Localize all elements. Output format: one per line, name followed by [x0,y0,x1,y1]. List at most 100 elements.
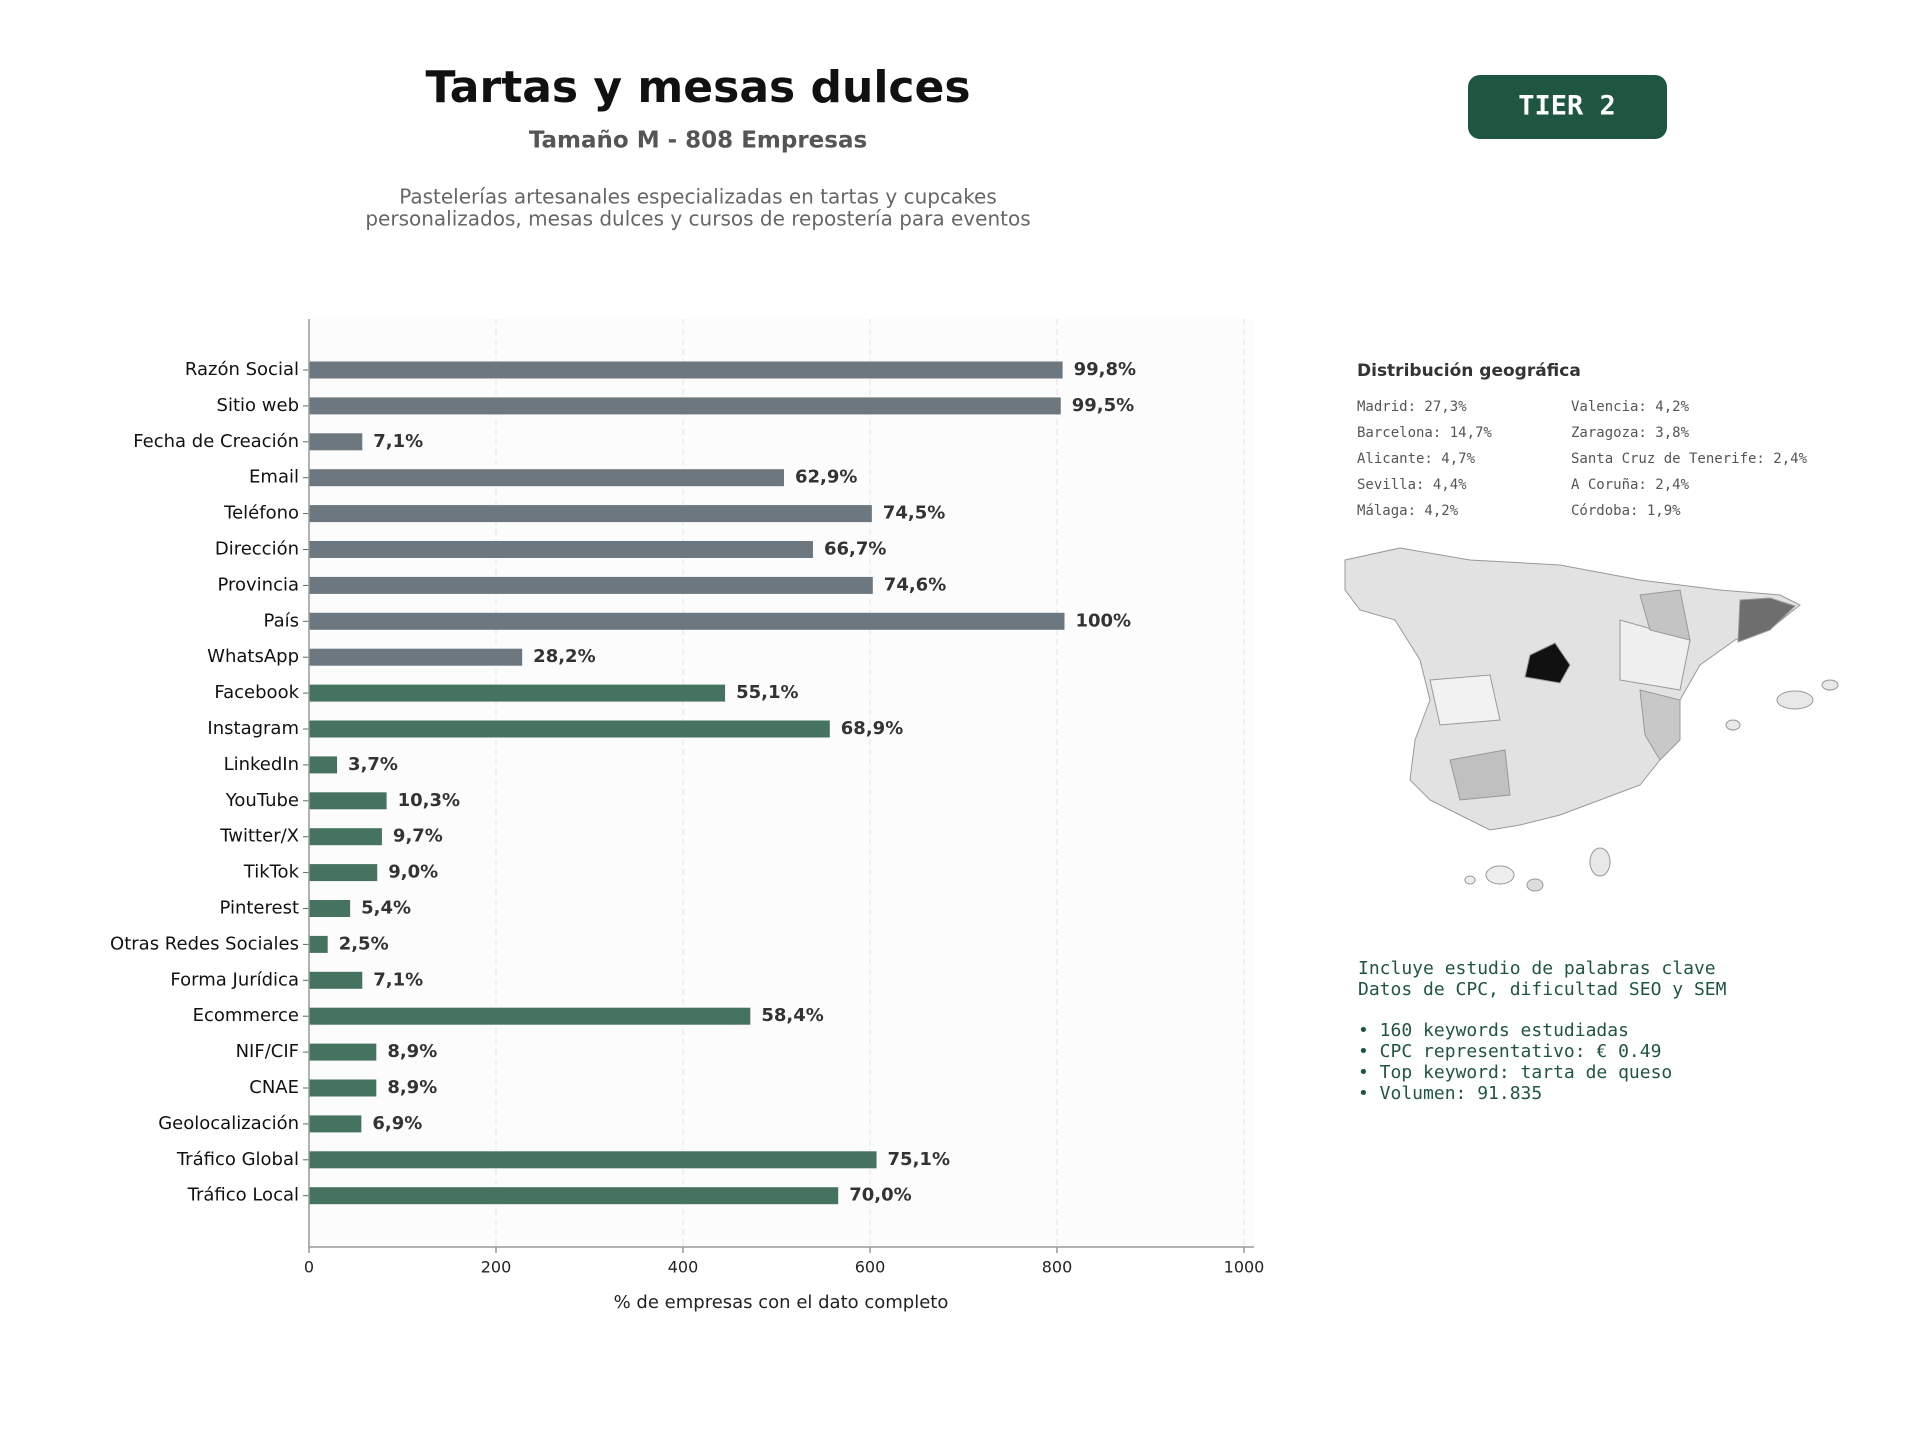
bar [309,469,784,487]
map-balearic [1821,679,1839,691]
bar [309,828,382,846]
category-label: NIF/CIF [236,1041,299,1062]
value-label: 5,4% [361,898,411,919]
map-region [1639,589,1691,641]
value-label: 75,1% [888,1149,950,1170]
value-label: 66,7% [824,539,886,560]
map-balearic [1776,690,1814,710]
category-label: Fecha de Creación [133,431,299,452]
map-canary [1526,878,1544,892]
category-label: Razón Social [185,359,299,380]
geo-title: Distribución geográfica [1357,361,1581,381]
keyword-intro: Incluye estudio de palabras clave [1358,958,1716,979]
map-madrid [1524,642,1571,684]
tier-badge [1468,75,1667,139]
x-tick-label: 0 [304,1258,314,1277]
category-label: Email [249,467,299,488]
bar [309,1187,839,1205]
title: Tartas y mesas dulces [425,62,970,113]
bar [309,648,523,666]
map-barcelona [1737,597,1796,643]
map-region [1639,689,1681,761]
map-region [1429,674,1501,726]
geo-item: Sevilla: 4,4% [1357,477,1467,493]
category-label: Twitter/X [219,826,299,847]
category-label: Instagram [207,718,299,739]
bar [309,684,726,702]
value-label: 9,0% [388,862,438,883]
bar [309,792,387,810]
map-region [1449,749,1511,801]
geo-item: Alicante: 4,7% [1357,451,1476,467]
category-label: Facebook [214,682,299,703]
bar [309,935,328,953]
category-label: Teléfono [223,503,299,524]
category-label: Tráfico Local [187,1185,299,1206]
bar [309,900,351,917]
value-label: 10,3% [398,790,460,811]
category-label: Dirección [215,539,299,560]
value-label: 28,2% [533,646,595,667]
bar [309,720,830,738]
category-label: Provincia [217,574,299,595]
bar [309,1007,751,1025]
x-tick-label: 800 [1042,1258,1073,1277]
value-label: 99,8% [1074,359,1136,380]
map-canary [1464,875,1476,885]
tier-label: TIER 2 [1518,91,1616,122]
category-label: CNAE [249,1077,299,1098]
description: Pastelerías artesanales especializadas e… [399,185,997,209]
bar [309,971,363,989]
keyword-intro: Datos de CPC, dificultad SEO y SEM [1358,979,1727,1000]
value-label: 99,5% [1072,395,1134,416]
keyword-bullet: • Top keyword: tarta de queso [1358,1062,1672,1083]
bar [309,864,378,882]
category-label: Otras Redes Sociales [110,933,299,954]
bar [309,576,873,594]
category-label: YouTube [225,790,299,811]
value-label: 8,9% [387,1041,437,1062]
value-label: 62,9% [795,467,857,488]
geo-item: Santa Cruz de Tenerife: 2,4% [1571,451,1808,467]
value-label: 74,5% [883,503,945,524]
value-label: 55,1% [736,682,798,703]
map-canary [1589,847,1611,877]
category-label: LinkedIn [224,754,299,775]
keyword-bullet: • CPC representativo: € 0.49 [1358,1041,1661,1062]
map-canary [1485,865,1515,885]
value-label: 2,5% [339,933,389,954]
category-label: Ecommerce [193,1005,299,1026]
value-label: 6,9% [372,1113,422,1134]
value-label: 74,6% [884,574,946,595]
bar [309,505,872,523]
value-label: 3,7% [348,754,398,775]
bar [309,1151,877,1169]
bar [309,1115,362,1133]
category-label: TikTok [243,862,300,883]
value-label: 8,9% [387,1077,437,1098]
category-label: Tráfico Global [176,1149,299,1170]
value-label: 7,1% [373,431,423,452]
bar [309,1079,377,1097]
x-axis-label: % de empresas con el dato completo [614,1292,949,1313]
bar [309,433,363,451]
geo-item: A Coruña: 2,4% [1571,477,1690,493]
x-tick-label: 200 [481,1258,512,1277]
plot-area [309,319,1254,1247]
geo-item: Córdoba: 1,9% [1571,503,1681,519]
value-label: 70,0% [849,1185,911,1206]
geo-list: Madrid: 27,3% Barcelona: 14,7% Alicante: 4… [1357,399,1808,519]
bar [309,397,1061,415]
keyword-bullet: • Volumen: 91.835 [1358,1083,1542,1104]
value-label: 58,4% [761,1005,823,1026]
geo-item: Valencia: 4,2% [1571,399,1690,415]
bar [309,1043,377,1061]
description: personalizados, mesas dulces y cursos de… [365,207,1030,231]
value-label: 7,1% [373,969,423,990]
map-balearic [1725,719,1741,731]
map [1344,547,1839,892]
chart: 0 200 400 600 800 1000 Razón Social 99,8% Sitio … [110,319,1264,1277]
geo-item: Madrid: 27,3% [1357,399,1467,415]
bar [309,756,338,774]
